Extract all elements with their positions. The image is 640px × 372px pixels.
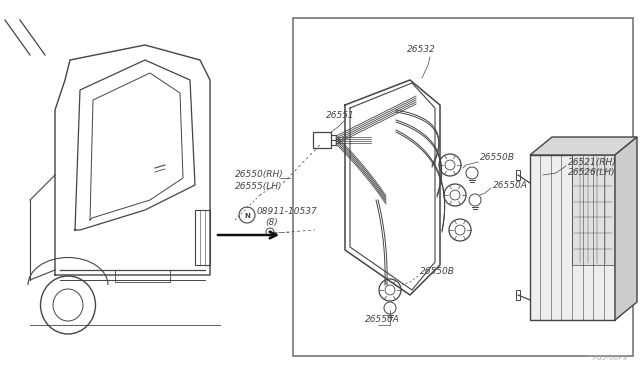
Polygon shape [615, 137, 637, 320]
Bar [516, 170, 520, 180]
Text: 26550B: 26550B [480, 154, 515, 163]
Text: 26551: 26551 [326, 110, 355, 119]
Bar [115, 270, 170, 282]
Text: 26550B: 26550B [420, 267, 455, 276]
Text: ^P65*00P9: ^P65*00P9 [588, 355, 628, 361]
Text: N: N [244, 213, 250, 219]
Bar [293, 18, 633, 356]
Text: 26532: 26532 [407, 45, 436, 55]
Text: 26526(LH): 26526(LH) [568, 169, 616, 177]
Bar [516, 290, 520, 300]
Text: 26521(RH): 26521(RH) [568, 157, 617, 167]
Text: 08911-10537: 08911-10537 [257, 206, 317, 215]
Bar [572, 155, 614, 265]
Text: 26555(LH): 26555(LH) [235, 182, 282, 190]
Text: (8): (8) [265, 218, 278, 227]
Text: 26550A: 26550A [493, 180, 528, 189]
Bar [313, 132, 331, 148]
Bar [195, 210, 210, 265]
Text: 26550(RH): 26550(RH) [235, 170, 284, 180]
Polygon shape [530, 137, 637, 155]
Bar [530, 155, 615, 320]
Text: 26550A: 26550A [365, 315, 400, 324]
